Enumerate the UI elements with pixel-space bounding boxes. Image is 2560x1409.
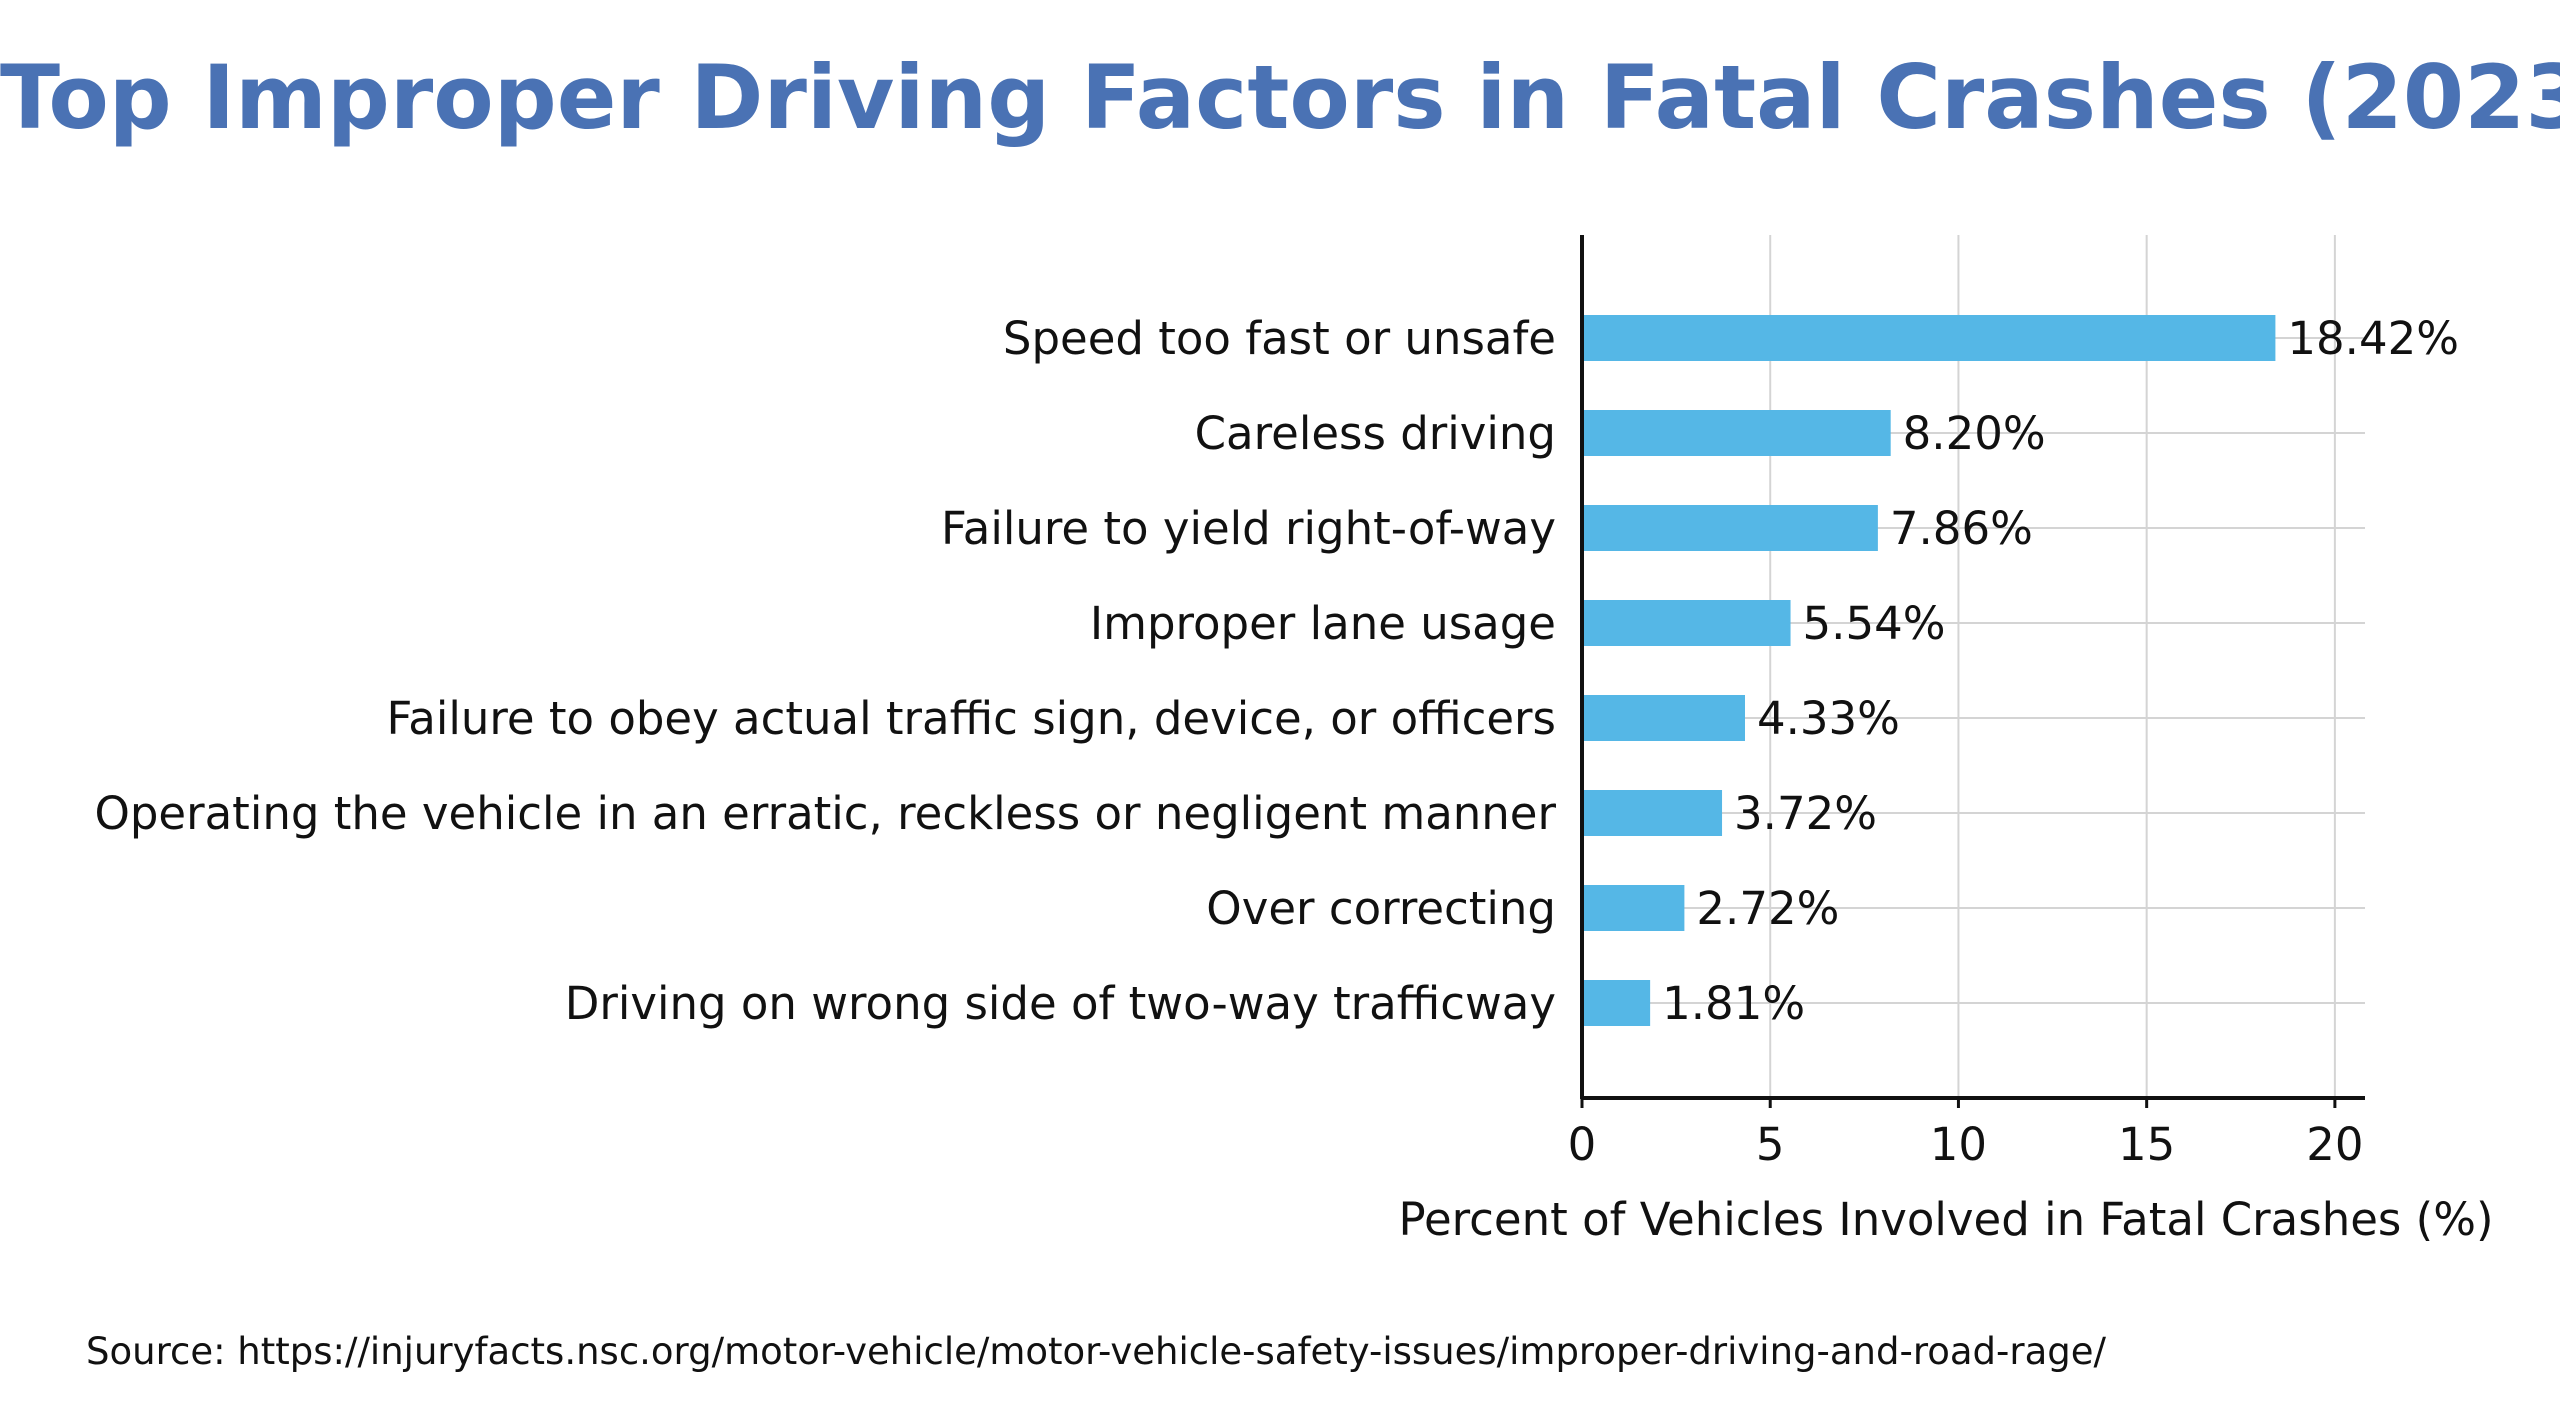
category-label: Over correcting (1206, 882, 1556, 935)
category-label: Failure to obey actual traffic sign, dev… (387, 692, 1557, 745)
data-label: 3.72% (1734, 787, 1877, 840)
grid-lines (1582, 235, 2365, 1098)
x-tick-label: 20 (2306, 1118, 2363, 1171)
bar (1582, 315, 2276, 361)
chart-title: Top Improper Driving Factors in Fatal Cr… (0, 46, 2560, 149)
category-label: Driving on wrong side of two-way traffic… (565, 977, 1556, 1030)
bars (1582, 315, 2276, 1026)
category-label: Careless driving (1195, 407, 1556, 460)
category-label: Operating the vehicle in an erratic, rec… (94, 787, 1556, 840)
x-tick-label: 0 (1568, 1118, 1597, 1171)
data-label: 2.72% (1696, 882, 1839, 935)
labels: Speed too fast or unsafe 18.42% Careless d… (94, 312, 2459, 1171)
x-axis-label: Percent of Vehicles Involved in Fatal Cr… (1398, 1193, 2493, 1246)
bar (1582, 505, 1878, 551)
bar (1582, 600, 1791, 646)
bar (1582, 790, 1723, 836)
axes (1580, 235, 2365, 1108)
data-label: 18.42% (2287, 312, 2459, 365)
source-note: Source: https://injuryfacts.nsc.org/moto… (86, 1330, 2106, 1373)
data-label: 5.54% (1803, 597, 1946, 650)
x-tick-label: 5 (1756, 1118, 1785, 1171)
data-label: 4.33% (1757, 692, 1900, 745)
bar (1582, 885, 1685, 931)
bar (1582, 410, 1891, 456)
x-tick-label: 15 (2118, 1118, 2175, 1171)
data-label: 1.81% (1662, 977, 1805, 1030)
bar (1582, 695, 1745, 741)
x-tick-label: 10 (1930, 1118, 1987, 1171)
data-label: 8.20% (1903, 407, 2046, 460)
category-label: Speed too fast or unsafe (1003, 312, 1556, 365)
data-label: 7.86% (1890, 502, 2033, 555)
bar (1582, 980, 1651, 1026)
category-label: Failure to yield right-of-way (941, 502, 1556, 555)
category-label: Improper lane usage (1090, 597, 1556, 650)
